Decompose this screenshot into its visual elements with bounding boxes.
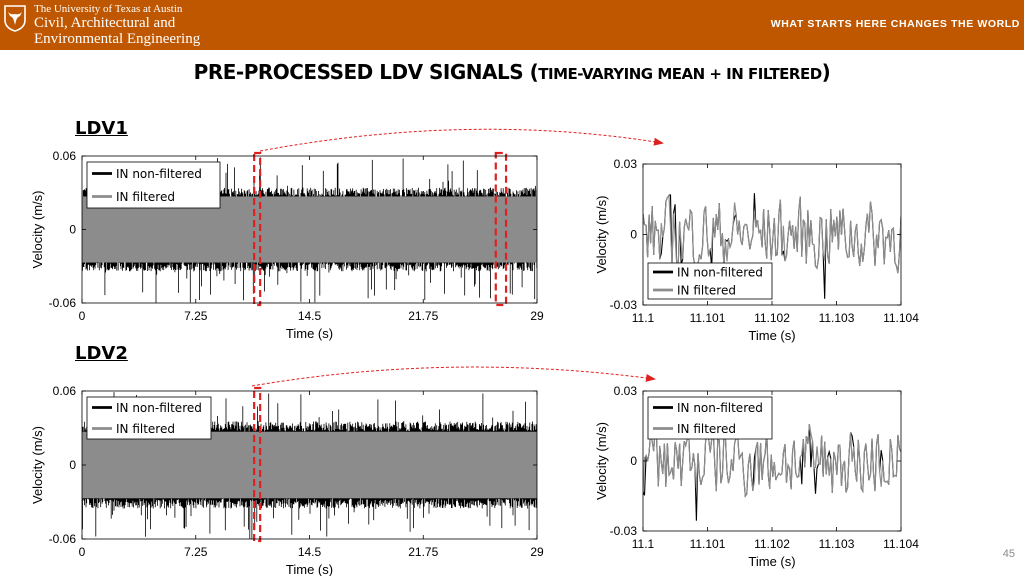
legend-box	[86, 161, 221, 209]
legend-label: IN non-filtered	[677, 401, 763, 415]
x-axis-label: Time (s)	[286, 326, 333, 341]
legend-box	[647, 396, 773, 440]
legend-label: IN filtered	[677, 422, 736, 436]
department-line-2: Environmental Engineering	[34, 31, 201, 47]
y-tick-label: 0.03	[614, 157, 638, 171]
highlight-window-1	[253, 386, 262, 543]
y-tick-label: 0	[630, 228, 637, 242]
series-band-in-filtered	[82, 431, 537, 499]
x-tick-label: 21.75	[408, 309, 438, 323]
chart-ldv2-zoom: 11.1 11.101 11.102 11.103 11.104 -0.03 0 0.03 Ti…	[594, 384, 919, 569]
x-tick-label: 0	[79, 545, 86, 559]
x-tick-label: 7.25	[184, 545, 208, 559]
x-tick-label: 11.103	[819, 311, 855, 325]
slide-title-main: PRE-PROCESSED LDV SIGNALS (	[193, 60, 539, 84]
x-tick-label: 11.1	[632, 537, 655, 551]
plot-area-ldv2-zoom	[643, 424, 901, 521]
department-name: Civil, Architectural and Environmental E…	[34, 15, 200, 47]
x-tick-label: 21.75	[408, 545, 438, 559]
slide-title: PRE-PROCESSED LDV SIGNALS (TIME-VARYING …	[0, 60, 1024, 84]
y-tick-label: 0.06	[53, 384, 77, 398]
y-axis-label: Velocity (m/s)	[594, 422, 609, 500]
y-tick-label: 0	[69, 223, 76, 237]
y-tick-label: 0.06	[53, 149, 77, 163]
y-axis-label: Velocity (m/s)	[594, 195, 609, 273]
x-tick-label: 14.5	[298, 309, 322, 323]
legend-label: IN filtered	[116, 190, 175, 204]
x-tick-label: 29	[530, 545, 544, 559]
legend-label: IN filtered	[677, 284, 736, 298]
university-name: The University of Texas at Austin	[34, 3, 183, 15]
legend-box	[86, 396, 212, 440]
longhorn-logo-icon	[4, 5, 26, 32]
legend: IN non-filtered IN filtered	[647, 262, 773, 300]
y-tick-label: 0	[69, 458, 76, 472]
x-tick-label: 11.102	[754, 537, 790, 551]
x-tick-label: 29	[530, 309, 544, 323]
x-tick-label: 11.104	[883, 311, 919, 325]
slide-title-subtitle: TIME-VARYING MEAN + IN FILTERED	[538, 65, 822, 83]
section-label-ldv2: LDV2	[75, 343, 128, 364]
x-tick-label: 11.101	[690, 537, 726, 551]
legend: IN non-filtered IN filtered	[647, 396, 773, 440]
legend: IN non-filtered IN filtered	[86, 396, 212, 440]
x-tick-label: 11.103	[819, 537, 855, 551]
y-tick-label: 0.03	[614, 384, 638, 398]
x-axis-label: Time (s)	[748, 328, 795, 343]
zoom-connector-arrow-ldv2	[251, 366, 656, 387]
legend-label: IN filtered	[116, 422, 175, 436]
highlight-window-2	[494, 151, 508, 307]
x-axis-label: Time (s)	[286, 562, 333, 576]
y-tick-label: -0.06	[49, 296, 77, 310]
series-line-in-filtered	[643, 193, 901, 274]
chart-ldv1-zoom: 11.1 11.101 11.102 11.103 11.104 -0.03 0 0.03 Ti…	[594, 157, 919, 343]
legend-label: IN non-filtered	[116, 401, 202, 415]
y-axis-label: Velocity (m/s)	[30, 426, 45, 504]
series-line-in-filtered	[643, 424, 901, 498]
x-tick-label: 11.104	[883, 537, 919, 551]
zoom-connector-arrow-ldv1	[259, 128, 664, 152]
x-tick-label: 11.1	[632, 311, 655, 325]
x-axis-label: Time (s)	[748, 554, 795, 569]
section-label-ldv1: LDV1	[75, 118, 128, 139]
page-number: 45	[1002, 548, 1015, 560]
x-tick-label: 14.5	[298, 545, 322, 559]
x-tick-label: 7.25	[184, 309, 208, 323]
plot-area-ldv2-full	[82, 392, 537, 539]
highlight-window-1	[253, 151, 262, 307]
legend-box	[647, 262, 773, 300]
x-tick-label: 0	[79, 309, 86, 323]
x-tick-label: 11.101	[690, 311, 726, 325]
y-axis-label: Velocity (m/s)	[30, 190, 45, 268]
legend: IN non-filtered IN filtered	[86, 161, 221, 209]
y-tick-label: -0.03	[610, 524, 638, 538]
header-banner: The University of Texas at Austin Civil,…	[0, 0, 1024, 50]
tagline: WHAT STARTS HERE CHANGES THE WORLD	[770, 18, 1020, 30]
y-tick-label: -0.03	[610, 298, 638, 312]
slide-title-close: )	[821, 60, 831, 84]
legend-label: IN non-filtered	[677, 266, 763, 280]
y-tick-label: 0	[630, 454, 637, 468]
y-tick-label: -0.06	[49, 532, 77, 546]
x-tick-label: 11.102	[754, 311, 790, 325]
legend-label: IN non-filtered	[116, 167, 202, 181]
department-line-1: Civil, Architectural and	[34, 15, 176, 31]
plot-area-ldv1-zoom	[643, 193, 901, 299]
